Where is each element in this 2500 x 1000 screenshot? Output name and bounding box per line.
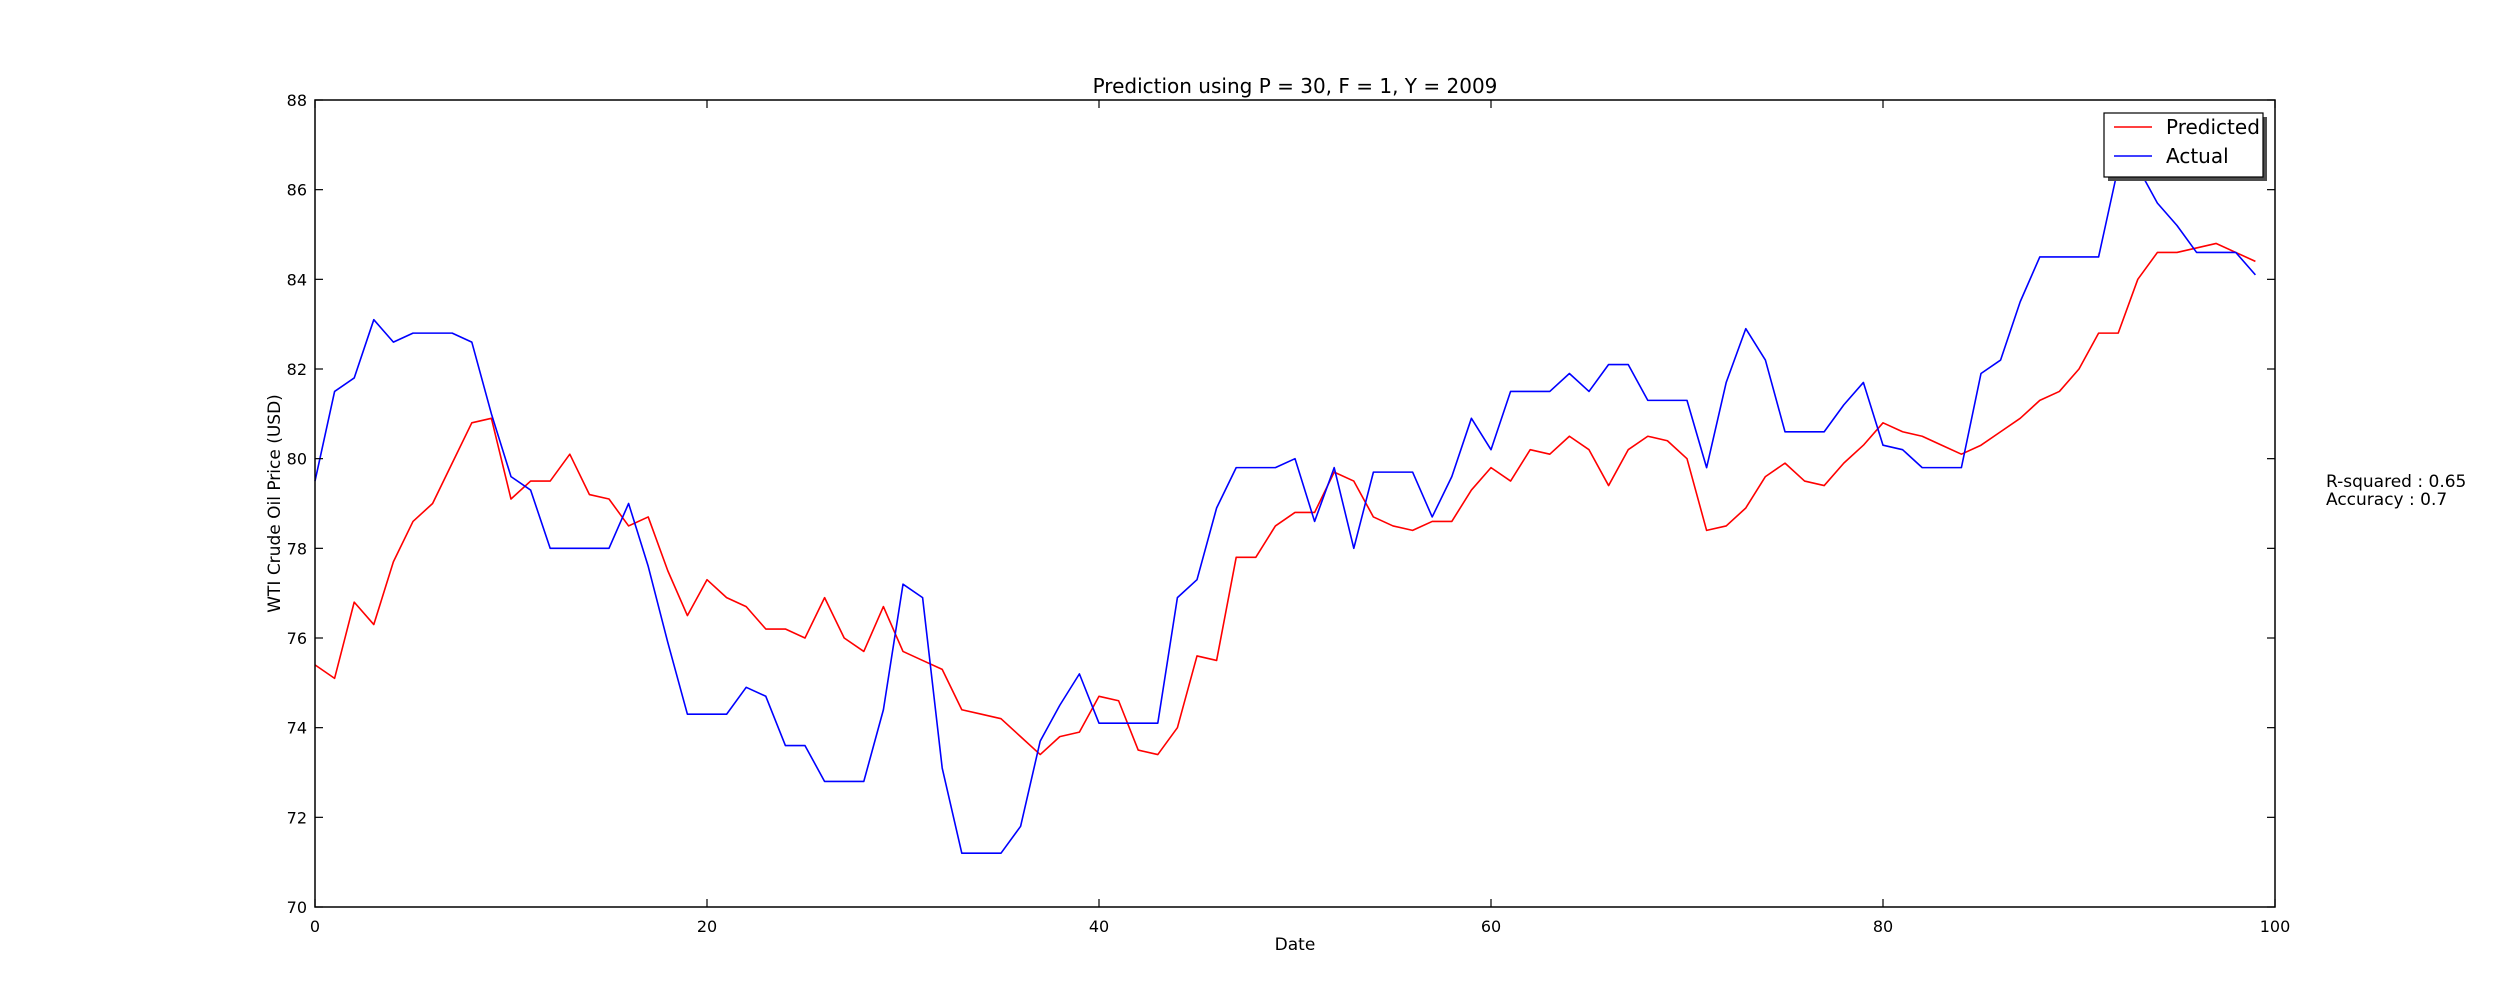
x-tick-label: 60 bbox=[1481, 917, 1501, 936]
y-tick-label: 74 bbox=[287, 719, 307, 738]
series-line-actual bbox=[314, 166, 2257, 855]
legend-label-actual: Actual bbox=[2166, 144, 2229, 168]
y-tick-label: 84 bbox=[287, 270, 307, 289]
accuracy-annotation: Accuracy : 0.7 bbox=[2326, 490, 2447, 510]
legend-label-predicted: Predicted bbox=[2166, 115, 2260, 139]
y-tick-label: 80 bbox=[287, 450, 307, 469]
y-tick-label: 82 bbox=[287, 360, 307, 379]
series-line-predicted bbox=[314, 242, 2256, 756]
legend-box bbox=[2103, 112, 2264, 178]
legend: Predicted Actual bbox=[2103, 112, 2267, 181]
y-tick-label: 86 bbox=[287, 181, 307, 200]
y-tick-label: 78 bbox=[287, 539, 307, 558]
x-axis-label: Date bbox=[1275, 935, 1316, 955]
x-tick-label: 40 bbox=[1089, 917, 1109, 936]
chart-title: Prediction using P = 30, F = 1, Y = 2009 bbox=[1093, 74, 1498, 98]
x-tick-label: 0 bbox=[310, 917, 320, 936]
plot-frame bbox=[314, 99, 2276, 908]
ticks-layer: 0 20 40 60 80 100 70 72 74 76 78 80 82 84 86 88 bbox=[287, 91, 2291, 936]
x-tick-label: 100 bbox=[2260, 917, 2291, 936]
y-tick-label: 70 bbox=[287, 898, 307, 917]
y-tick-label: 72 bbox=[287, 808, 307, 827]
y-tick-label: 76 bbox=[287, 629, 307, 648]
y-axis-label: WTI Crude Oil Price (USD) bbox=[265, 394, 285, 613]
x-tick-label: 80 bbox=[1873, 917, 1893, 936]
y-tick-label: 88 bbox=[287, 91, 307, 110]
series-layer bbox=[314, 166, 2257, 855]
r-squared-annotation: R-squared : 0.65 bbox=[2326, 472, 2466, 492]
x-tick-label: 20 bbox=[697, 917, 717, 936]
